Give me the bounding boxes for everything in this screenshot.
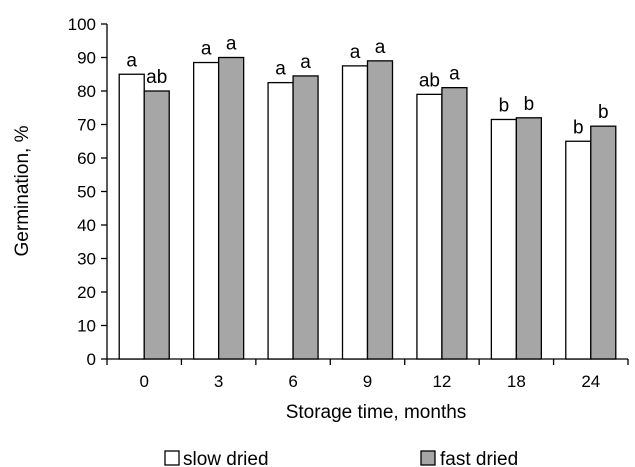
x-tick-label: 12 <box>432 372 451 391</box>
y-tick-label: 30 <box>77 250 96 269</box>
bar-slow-dried <box>192 61 220 360</box>
bar-fast-dried <box>143 90 170 360</box>
data-label: a <box>449 64 460 85</box>
data-label: a <box>350 42 361 63</box>
legend-swatch-slow-dried <box>164 450 180 466</box>
y-tick-label: 80 <box>77 82 96 101</box>
y-tick-label: 50 <box>77 183 96 202</box>
bars <box>118 56 617 360</box>
bar-fast-dried <box>217 56 245 360</box>
bar-fast-dried <box>441 87 468 360</box>
data-label: a <box>275 59 286 80</box>
y-tick-label: 0 <box>87 350 96 369</box>
data-label: a <box>375 37 386 58</box>
data-label: a <box>300 52 311 73</box>
x-tick-label: 6 <box>288 372 297 391</box>
bar-slow-dried <box>341 65 369 360</box>
data-label: b <box>573 117 584 138</box>
bar-slow-dried <box>416 93 443 360</box>
data-label: a <box>201 39 212 60</box>
data-label: b <box>499 95 510 116</box>
y-tick-label: 70 <box>77 116 96 135</box>
x-tick-label: 24 <box>581 372 600 391</box>
y-tick-label: 90 <box>77 49 96 68</box>
data-label: b <box>598 102 609 123</box>
y-axis: 0 10 20 30 40 50 60 70 80 90 100 <box>68 15 108 369</box>
legend-swatch-fast-dried <box>420 450 436 466</box>
x-tick-label: 0 <box>139 372 148 391</box>
data-label: a <box>126 50 137 71</box>
bar-slow-dried <box>490 118 518 360</box>
y-tick-label: 20 <box>77 283 96 302</box>
legend-label-fast-dried: fast dried <box>440 449 518 467</box>
y-axis-label: Germination, % <box>12 125 33 256</box>
data-label: b <box>524 94 535 115</box>
y-tick-label: 40 <box>77 216 96 235</box>
bar-slow-dried <box>118 73 145 360</box>
bar-fast-dried <box>590 125 617 360</box>
data-label: ab <box>146 67 167 88</box>
y-tick-label: 100 <box>68 15 96 34</box>
y-tick-label: 60 <box>77 149 96 168</box>
bar-fast-dried <box>366 60 394 360</box>
x-tick-label: 3 <box>214 372 223 391</box>
x-tick-label: 18 <box>507 372 526 391</box>
data-label: ab <box>419 70 440 91</box>
x-axis: 0 3 6 9 12 18 24 <box>106 358 629 391</box>
y-tick-label: 10 <box>77 317 96 336</box>
legend-label-slow-dried: slow dried <box>183 449 269 467</box>
bar-slow-dried <box>267 81 294 360</box>
bar-fast-dried <box>515 117 543 360</box>
x-axis-label: Storage time, months <box>286 402 467 423</box>
legend: slow dried fast dried <box>164 449 518 467</box>
x-tick-label: 9 <box>363 372 372 391</box>
data-label: a <box>226 34 237 55</box>
bar-fast-dried <box>292 75 319 360</box>
bar-slow-dried <box>565 140 592 360</box>
